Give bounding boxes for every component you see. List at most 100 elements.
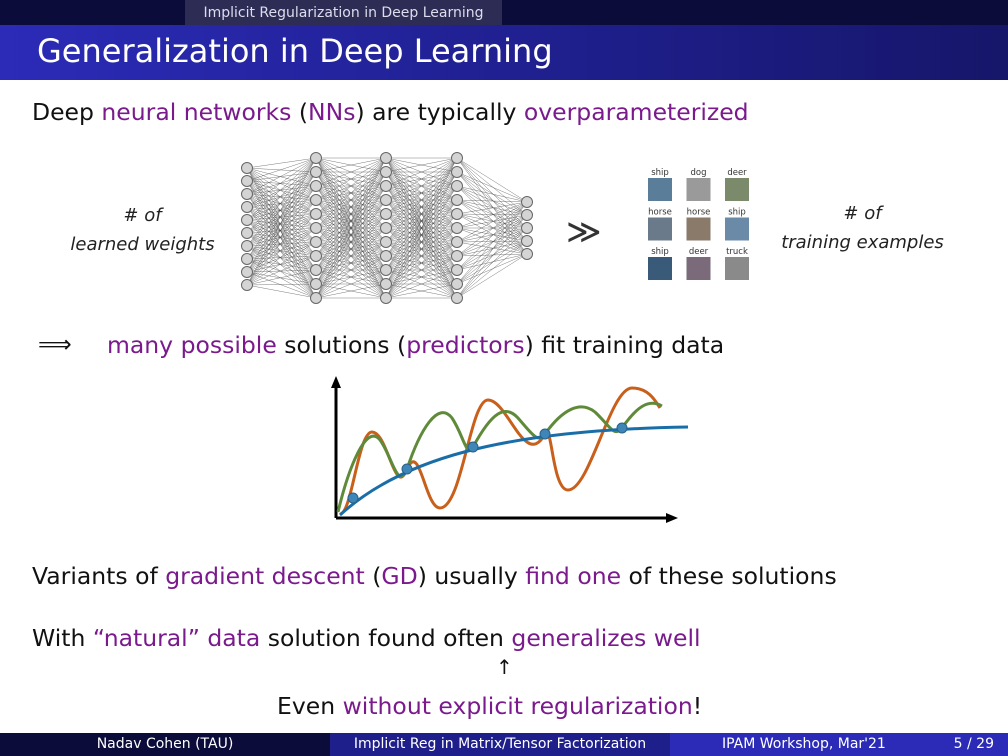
edge (246, 227, 317, 260)
edge (385, 283, 458, 299)
slide-title: Generalization in Deep Learning (37, 32, 553, 70)
neuron (310, 250, 322, 262)
edge (246, 193, 317, 285)
edge (246, 167, 317, 173)
edge (246, 241, 317, 260)
edge (246, 167, 317, 257)
edge (246, 258, 317, 271)
edge (456, 214, 528, 285)
label-line: learned weights (70, 234, 215, 255)
edge (456, 171, 528, 229)
edge (456, 240, 528, 257)
neuron (451, 250, 463, 262)
edge (246, 157, 317, 182)
footer-talk: Implicit Reg in Matrix/Tensor Factorizat… (330, 733, 670, 756)
edge (246, 213, 317, 221)
image-grid: ship dog deer horse horse ship ship deer truck (648, 168, 749, 280)
edge (456, 171, 528, 216)
edge (385, 157, 458, 243)
text-segment: ) are typically (355, 98, 524, 126)
edge (456, 214, 528, 271)
edge (246, 171, 317, 247)
edge (315, 157, 387, 285)
edge (246, 157, 317, 169)
edge (456, 199, 528, 242)
text-segment: without explicit regularization (342, 692, 693, 720)
edge (246, 167, 317, 243)
edge (246, 219, 317, 299)
edge (246, 185, 317, 221)
edge (246, 284, 317, 299)
neuron (241, 279, 253, 291)
neuron (380, 180, 392, 192)
edge (456, 171, 528, 203)
image-label: horse (648, 208, 672, 218)
edge (246, 167, 317, 201)
edge (315, 157, 387, 215)
edge (246, 219, 317, 257)
edge (456, 227, 528, 242)
text-segment: ) usually (417, 562, 526, 590)
neuron (241, 201, 253, 213)
edge (315, 157, 387, 187)
neuron (521, 222, 533, 234)
text-segment: ) fit training data (524, 331, 725, 359)
edge (315, 241, 387, 299)
edge (315, 157, 387, 229)
edge (246, 219, 317, 271)
label-line: training examples (781, 232, 944, 253)
edge (246, 199, 317, 247)
neuron (380, 236, 392, 248)
edge (456, 185, 528, 203)
image (686, 257, 711, 280)
text-segment: Even (277, 692, 343, 720)
edge (456, 157, 528, 216)
footer-right: IPAM Workshop, Mar'21 5 / 29 (670, 733, 1008, 756)
label-line: # of (123, 205, 162, 226)
edge (246, 245, 317, 299)
point (616, 422, 628, 434)
edge (456, 171, 528, 242)
neuron (241, 266, 253, 278)
neuron (310, 264, 322, 276)
edge (246, 185, 317, 247)
curve (339, 386, 662, 516)
neuron (310, 152, 322, 164)
variants: Variants of gradient descent (GD) usuall… (32, 562, 837, 590)
edge (385, 157, 458, 215)
neuron (380, 194, 392, 206)
implication: many possible solutions (predictors) fit… (107, 331, 724, 359)
image (725, 178, 749, 201)
edge (456, 157, 528, 255)
edge (246, 180, 317, 243)
image-label: truck (726, 247, 748, 257)
edge (456, 227, 528, 271)
edge (456, 214, 528, 229)
neuron (380, 152, 392, 164)
edge (246, 180, 317, 285)
edge (246, 206, 317, 299)
edge (246, 185, 317, 234)
text-segment: predictors (406, 331, 525, 359)
edge (456, 201, 528, 243)
graph (331, 376, 689, 523)
edge (246, 185, 317, 208)
neuron (521, 209, 533, 221)
edge (456, 213, 528, 255)
edge (315, 269, 387, 299)
neuron (380, 278, 392, 290)
edge (246, 193, 317, 271)
edge (246, 167, 317, 285)
point (347, 492, 359, 504)
neural-network (241, 152, 533, 304)
text-segment: gradient descent (165, 562, 365, 590)
edge (246, 232, 317, 257)
edge (315, 157, 387, 299)
edge (246, 180, 317, 257)
edge (456, 199, 528, 229)
edge (246, 213, 317, 286)
edge (246, 167, 317, 229)
image (725, 217, 749, 241)
edge (246, 193, 317, 257)
edge (456, 185, 528, 255)
